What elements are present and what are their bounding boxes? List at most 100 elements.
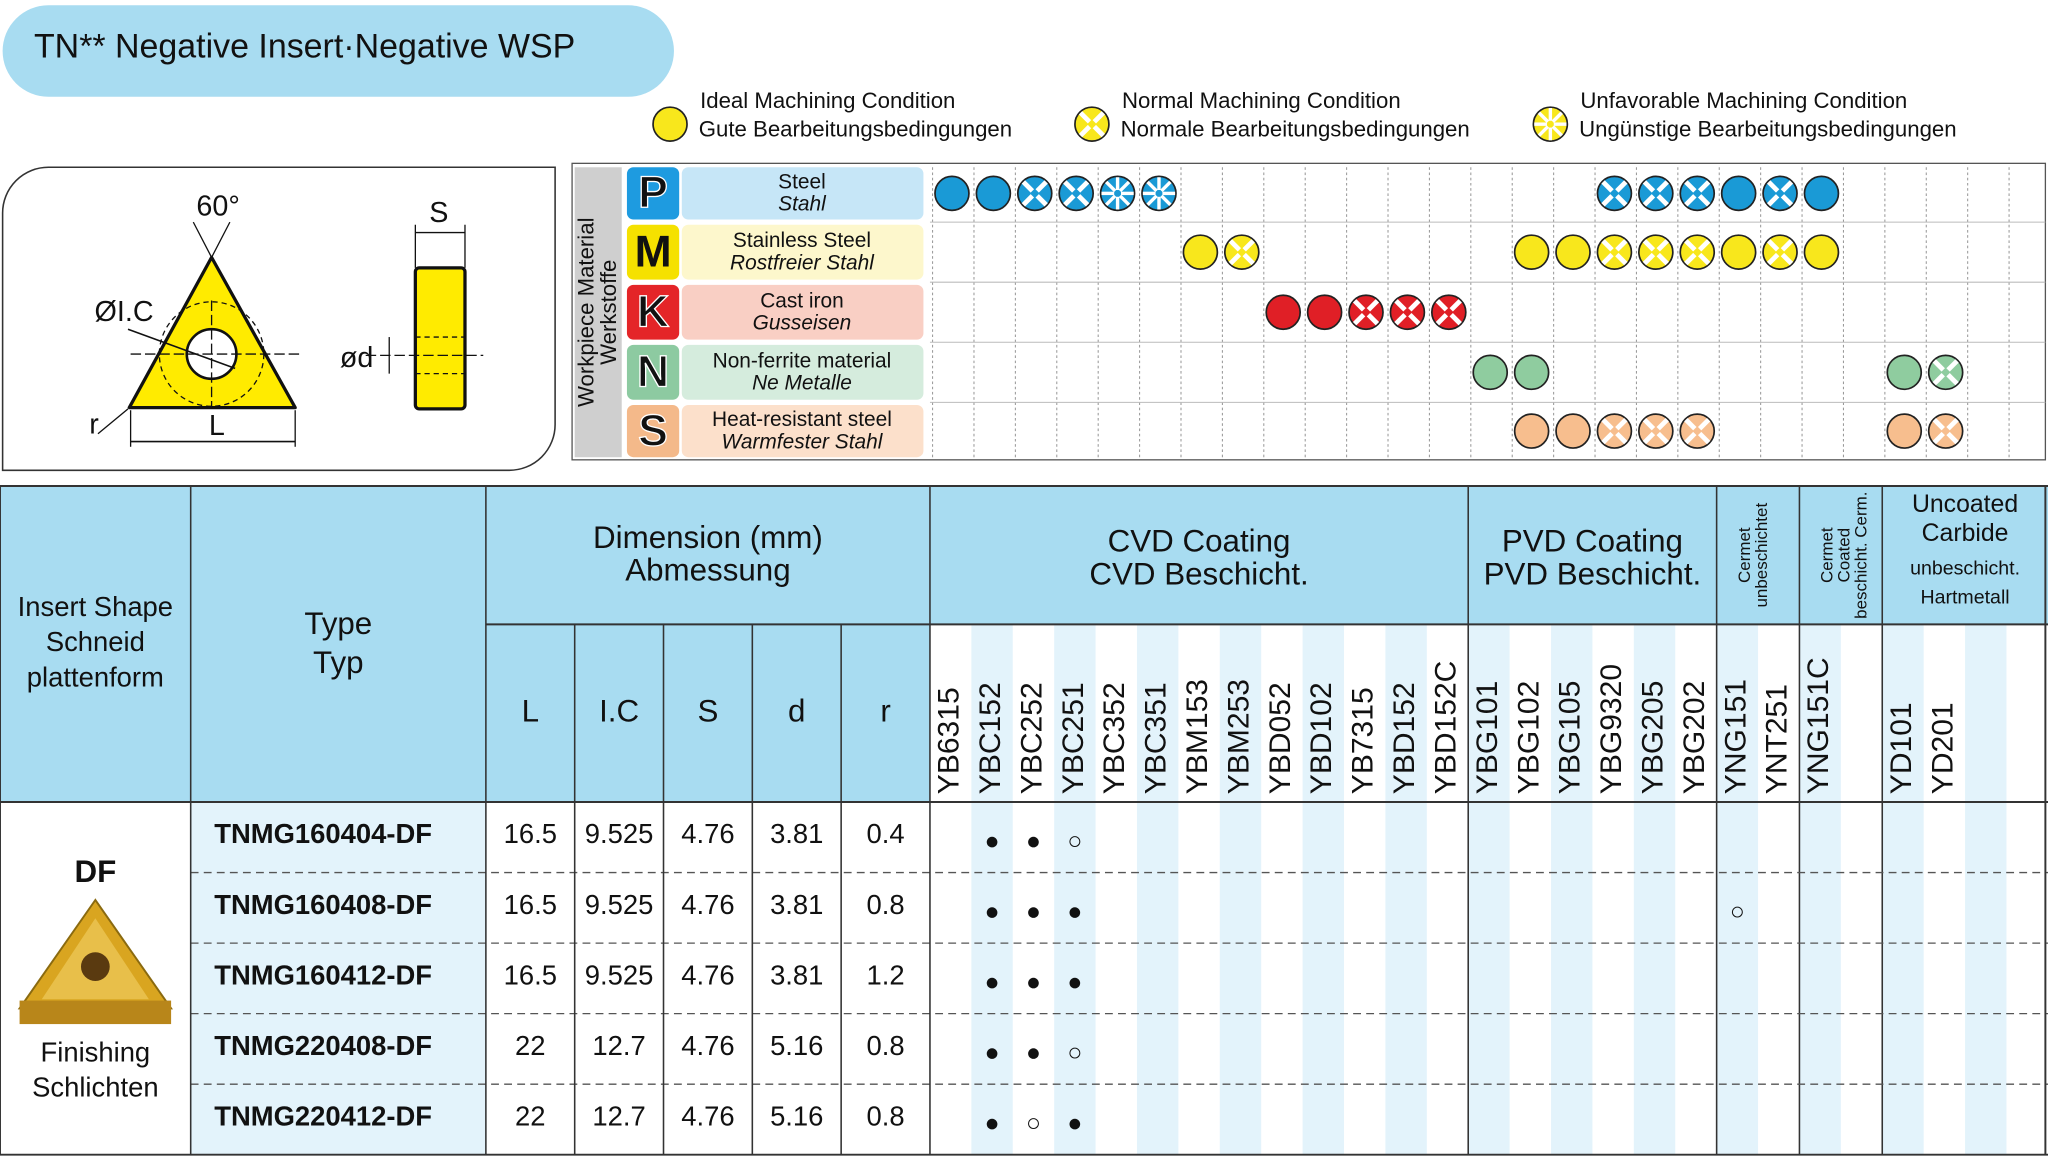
- grade-mark: ●: [985, 828, 1000, 855]
- material-letter: S: [638, 406, 668, 455]
- mark-circle: [1803, 175, 1840, 212]
- group-title: Carbide: [1922, 520, 2009, 547]
- condition-mark: [1638, 234, 1674, 270]
- letter-box: [626, 344, 680, 400]
- mark-notch: [1615, 418, 1628, 431]
- condition-mark: [1141, 175, 1177, 212]
- mark-notch: [1684, 239, 1697, 252]
- mark-center: [1155, 190, 1163, 197]
- condition-mark: [1679, 175, 1716, 212]
- mark-notch: [1697, 418, 1711, 431]
- mark-circle: [1306, 294, 1343, 331]
- condition-mark: [1513, 413, 1550, 449]
- condition-mark: [1099, 175, 1136, 212]
- grade-label: YBC351: [1140, 682, 1173, 794]
- diagram-box: [1, 166, 556, 472]
- mark-notch: [1642, 194, 1656, 207]
- condition-mark: [1389, 294, 1426, 331]
- grade-label: YBG101: [1471, 681, 1504, 795]
- mark-notch: [1601, 239, 1614, 252]
- condition-mark: [1638, 413, 1674, 449]
- side-label-bg: [574, 167, 622, 458]
- mark-notch: [1394, 312, 1407, 326]
- hole-label: ød: [340, 342, 374, 374]
- condition-mark: [652, 106, 688, 142]
- shape-name: DF: [74, 854, 116, 889]
- mark-center: [1547, 121, 1554, 128]
- mark-notch: [1063, 180, 1076, 193]
- grade-label: YBG205: [1636, 681, 1669, 795]
- mark-notch: [1656, 252, 1669, 266]
- mark-notch: [1656, 418, 1669, 431]
- mark-notch: [1601, 252, 1614, 266]
- mark-notch: [1697, 431, 1711, 445]
- type-text: TNMG160412-DF: [214, 959, 432, 990]
- length-label: L: [209, 410, 225, 442]
- grade-mark: ●: [985, 899, 1000, 926]
- mark-notch: [1656, 194, 1669, 207]
- grade-stripe: [1385, 624, 1427, 1155]
- condition-mark: [1513, 234, 1550, 270]
- dim-text: 16.5: [504, 818, 557, 849]
- mark-circle: [1555, 234, 1591, 270]
- mark-notch: [1932, 359, 1945, 372]
- dim-text: 5.16: [770, 1030, 823, 1061]
- mark-notch: [1615, 239, 1628, 252]
- condition-mark: [1762, 175, 1798, 212]
- mark-notch: [1601, 194, 1614, 207]
- dim-text: 0.4: [866, 818, 904, 849]
- dim-text: 12.7: [592, 1030, 645, 1061]
- df-insert-image: [17, 898, 173, 1025]
- header-text: Insert Shape: [18, 591, 173, 622]
- condition-mark: [1348, 294, 1384, 331]
- dim-text: 4.76: [681, 1030, 734, 1061]
- mark-center: [1611, 428, 1618, 435]
- dim-text: 3.81: [770, 818, 823, 849]
- mark-notch: [1551, 111, 1563, 123]
- mark-notch: [1242, 252, 1255, 266]
- mark-center: [1942, 369, 1949, 376]
- mark-notch: [1076, 180, 1090, 193]
- grade-stripe: [1965, 624, 2007, 1155]
- mark-circle: [1513, 354, 1550, 391]
- group-title: unbeschichtet: [1752, 503, 1771, 608]
- grade-label: YNG151: [1719, 679, 1752, 794]
- dim-text: 16.5: [504, 889, 557, 920]
- mark-circle: [1886, 413, 1923, 449]
- group-title: unbeschicht.: [1910, 558, 2020, 580]
- grade-label: YBG202: [1678, 681, 1711, 795]
- mark-circle: [1803, 234, 1840, 270]
- title-pill: [2, 5, 674, 97]
- condition-mark: [1182, 234, 1219, 270]
- condition-mark: [1223, 234, 1260, 270]
- dim-text: 12.7: [592, 1100, 645, 1131]
- thickness-label: S: [429, 197, 448, 229]
- mark-notch: [1642, 418, 1656, 431]
- type-text: TNMG220408-DF: [214, 1030, 432, 1061]
- grade-mark: ○: [1067, 1040, 1082, 1067]
- header-text: Abmessung: [625, 552, 790, 587]
- material-letter: M: [635, 228, 672, 277]
- mark-center: [1088, 121, 1095, 128]
- condition-mark: [1720, 234, 1757, 270]
- grade-label: YBD052: [1264, 682, 1297, 794]
- mark-center: [1238, 249, 1245, 256]
- mark-notch: [1352, 299, 1366, 312]
- condition-mark: [1886, 354, 1923, 391]
- mark-notch: [1766, 180, 1780, 193]
- mark-notch: [1946, 418, 1959, 431]
- material-name-de: Warmfester Stahl: [722, 430, 884, 453]
- mark-notch: [1537, 111, 1550, 123]
- grade-label: YB6315: [933, 687, 966, 794]
- mark-notch: [1537, 125, 1550, 137]
- material-letter: K: [637, 288, 669, 337]
- condition-mark: [1927, 354, 1964, 391]
- dim-text: 4.76: [681, 818, 734, 849]
- mark-notch: [1780, 180, 1794, 193]
- mark-notch: [1684, 252, 1697, 266]
- material-name: Cast iron: [760, 289, 844, 312]
- mark-notch: [1160, 194, 1172, 206]
- header-text: Typ: [313, 645, 364, 680]
- mark-notch: [1435, 312, 1449, 326]
- header-text: Type: [304, 606, 372, 641]
